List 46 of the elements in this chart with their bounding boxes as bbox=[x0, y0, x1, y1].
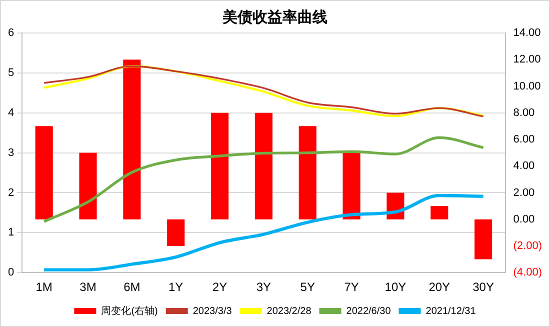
x-tick-label: 1Y bbox=[168, 280, 184, 294]
y2-tick-label: 12.00 bbox=[513, 54, 541, 66]
x-tick-label: 30Y bbox=[472, 280, 494, 294]
bar bbox=[298, 126, 316, 220]
legend-label: 2023/2/28 bbox=[266, 306, 312, 317]
x-tick-label: 7Y bbox=[344, 280, 359, 294]
x-tick-label: 5Y bbox=[300, 280, 315, 294]
x-tick-label: 6M bbox=[124, 280, 140, 294]
legend-label: 2021/12/31 bbox=[426, 306, 476, 317]
x-tick-label: 10Y bbox=[384, 280, 406, 294]
y-tick-label: 2 bbox=[8, 186, 14, 199]
bar bbox=[210, 112, 229, 220]
y2-tick-label: 10.00 bbox=[513, 80, 541, 92]
x-tick-label: 3M bbox=[80, 280, 96, 294]
y2-tick-label: 8.00 bbox=[513, 106, 535, 119]
y-tick-label: 5 bbox=[8, 66, 14, 79]
y2-tick-label: 2.00 bbox=[513, 186, 535, 199]
y2-tick-label: (2.00) bbox=[513, 240, 542, 252]
y-tick-label: 3 bbox=[8, 146, 14, 159]
y2-tick-label: (4.00) bbox=[513, 266, 542, 279]
legend-label: 2022/6/30 bbox=[346, 306, 392, 317]
legend-label: 2023/3/3 bbox=[192, 306, 232, 317]
bar bbox=[474, 219, 492, 260]
legend-label: 周变化(右轴) bbox=[101, 304, 158, 317]
line-series bbox=[42, 136, 485, 223]
y-tick-label: 6 bbox=[8, 27, 14, 40]
bar bbox=[342, 152, 360, 220]
y-tick-label: 1 bbox=[8, 226, 14, 239]
chart-title: 美债收益率曲线 bbox=[222, 8, 328, 26]
y-tick-label: 4 bbox=[8, 106, 14, 119]
x-tick-label: 3Y bbox=[256, 280, 272, 294]
y2-tick-label: 4.00 bbox=[513, 160, 535, 172]
bar bbox=[123, 60, 141, 220]
y2-tick-label: 0.00 bbox=[513, 213, 535, 226]
y-tick-label: 0 bbox=[8, 266, 14, 279]
bar bbox=[79, 152, 97, 220]
bar bbox=[254, 112, 272, 220]
y2-tick-label: 14.00 bbox=[513, 27, 541, 40]
line-series bbox=[42, 194, 485, 272]
bar bbox=[430, 206, 448, 220]
x-tick-label: 1M bbox=[36, 280, 52, 294]
x-tick-label: 2Y bbox=[212, 280, 228, 294]
y2-tick-label: 6.00 bbox=[513, 134, 535, 146]
bar bbox=[35, 126, 53, 220]
x-tick-label: 20Y bbox=[428, 280, 450, 294]
bar bbox=[167, 219, 185, 246]
